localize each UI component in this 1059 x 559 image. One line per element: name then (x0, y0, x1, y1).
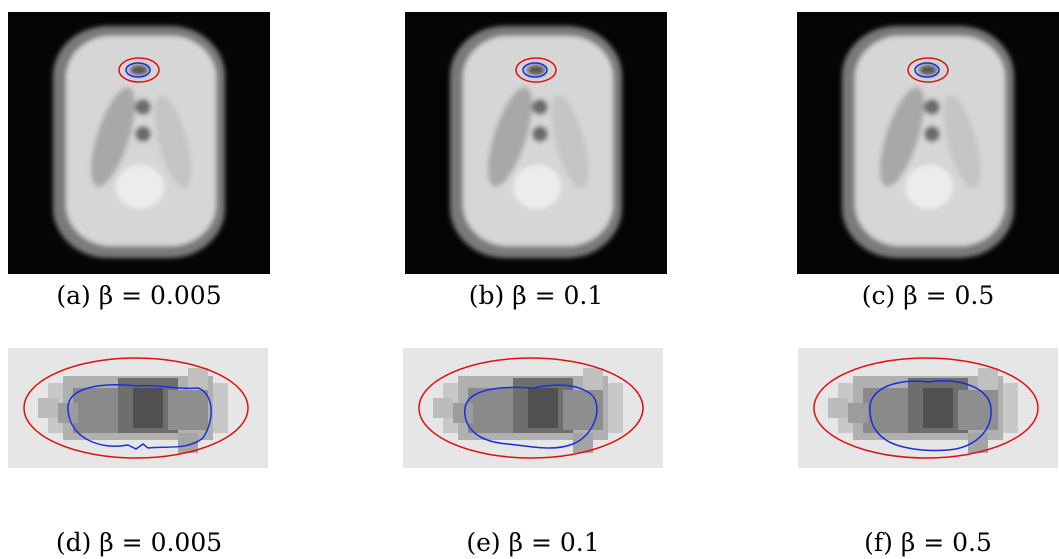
caption: (e) β = 0.1 (466, 528, 599, 557)
caption: (d) β = 0.005 (56, 528, 222, 557)
caption: (a) β = 0.005 (56, 281, 221, 310)
caption: (b) β = 0.1 (469, 281, 604, 310)
caption: (f) β = 0.5 (864, 528, 992, 557)
zoom-image (798, 348, 1058, 468)
figure: (a) β = 0.005 (b) β = 0.1 (c) β = 0.5 (d… (0, 0, 1059, 559)
zoom-image (8, 348, 268, 468)
caption: (c) β = 0.5 (862, 281, 995, 310)
image (797, 12, 1059, 274)
image (405, 12, 667, 274)
image (8, 12, 270, 274)
zoom-image (403, 348, 663, 468)
